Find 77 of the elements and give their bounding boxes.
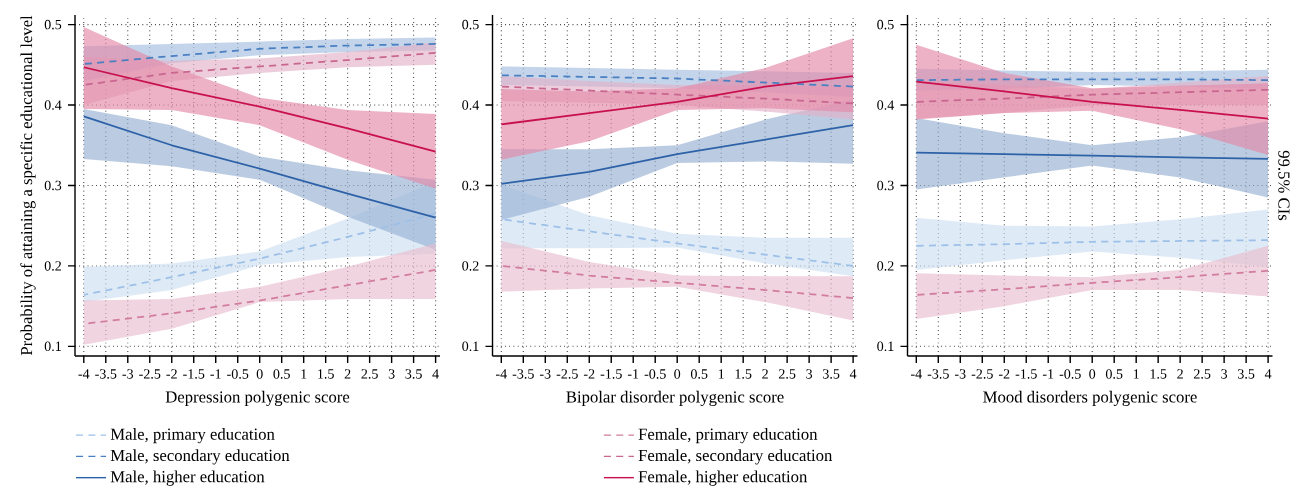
x-tick-label: -0.5 [644,369,666,379]
x-tick-label: 2 [344,369,351,379]
y-tick-label: 0.5 [44,19,62,30]
y-tick-label: 0.1 [877,341,894,352]
x-tick-label: -1.5 [600,369,622,379]
x-tick-label: -2 [166,369,177,379]
x-tick-label: -0.5 [227,369,249,379]
x-tick-label: 1.5 [735,369,752,379]
x-tick-label: -2 [583,369,595,379]
y-tick-label: 0.2 [44,261,61,271]
x-tick-label: 0 [674,369,681,379]
x-tick-label: 0.5 [690,369,708,379]
legend-label: Female, secondary education [638,449,833,465]
y-tick-label: 0.2 [877,261,894,271]
x-tick-label: 1.5 [1150,369,1167,379]
x-tick-label: -3.5 [95,369,117,379]
x-tick-label: -2.5 [556,369,578,379]
text: 99.5% CIs [1278,150,1290,221]
x-axis-title: Depression polygenic score [165,390,350,407]
y-tick-label: 0.2 [462,261,479,271]
x-tick-label: 3 [806,369,813,379]
x-tick-label: -1 [627,369,639,379]
legend-label: Male, secondary education [110,449,290,465]
x-tick-label: 1 [1133,369,1139,379]
y-tick-label: 0.3 [462,180,479,191]
x-tick-label: -4 [78,369,90,379]
x-tick-label: 0.5 [273,369,290,379]
x-tick-label: 2.5 [361,369,378,379]
legend-label: Female, primary education [638,428,818,444]
y-tick-label: 0.4 [462,100,480,110]
x-tick-label: 3 [1221,369,1228,379]
legend-label: Male, higher education [110,470,265,486]
x-tick-label: 2.5 [778,369,796,379]
x-tick-label: 4 [849,369,857,379]
x-tick-label: -1.5 [1015,369,1037,379]
y-axis-title: Probability of attaining a specific educational level [20,15,36,356]
legend-label: Female, higher education [638,470,808,486]
x-tick-label: 3.5 [822,369,840,379]
x-tick-label: 1 [301,369,307,379]
x-tick-label: -2 [998,369,1010,379]
x-tick-label: -3 [122,369,134,379]
x-tick-label: -3 [539,369,551,379]
y-tick-label: 0.4 [44,100,62,110]
x-tick-label: -1.5 [183,369,205,379]
x-tick-label: 2.5 [1193,369,1211,379]
x-tick-label: 4 [1264,369,1272,379]
x-tick-label: 0 [1089,369,1096,379]
x-tick-label: -1 [210,369,221,379]
x-axis-title: Bipolar disorder polygenic score [566,390,784,407]
x-tick-label: -4 [495,369,507,379]
y-tick-label: 0.3 [44,180,62,191]
x-tick-label: 2 [762,369,768,379]
x-tick-label: -0.5 [1059,369,1081,379]
y-tick-label: 0.5 [877,19,894,30]
x-tick-label: 1.5 [318,369,334,379]
x-tick-label: -2.5 [139,369,161,379]
x-tick-label: -1 [1042,369,1054,379]
y-tick-label: 0.1 [462,341,479,352]
legend-label: Male, primary education [110,428,275,444]
y-tick-label: 0.3 [877,180,894,191]
y-tick-label: 0.5 [462,19,479,30]
x-tick-label: -3.5 [927,369,949,379]
x-tick-label: -3 [954,369,966,379]
x-tick-label: -3.5 [512,369,534,379]
x-tick-label: 1 [718,369,724,379]
y-tick-label: 0.1 [44,341,61,352]
x-tick-label: 3.5 [1237,369,1255,379]
x-tick-label: 0 [256,369,263,379]
x-tick-label: 0.5 [1105,369,1123,379]
x-tick-label: -4 [910,369,922,379]
x-tick-label: -2.5 [971,369,993,379]
x-tick-label: 2 [1177,369,1183,379]
x-tick-label: 4 [432,369,439,379]
x-tick-label: 3 [388,369,395,379]
x-tick-label: 3.5 [405,369,422,379]
x-axis-title: Mood disorders polygenic score [983,390,1197,407]
y-tick-label: 0.4 [877,100,895,110]
